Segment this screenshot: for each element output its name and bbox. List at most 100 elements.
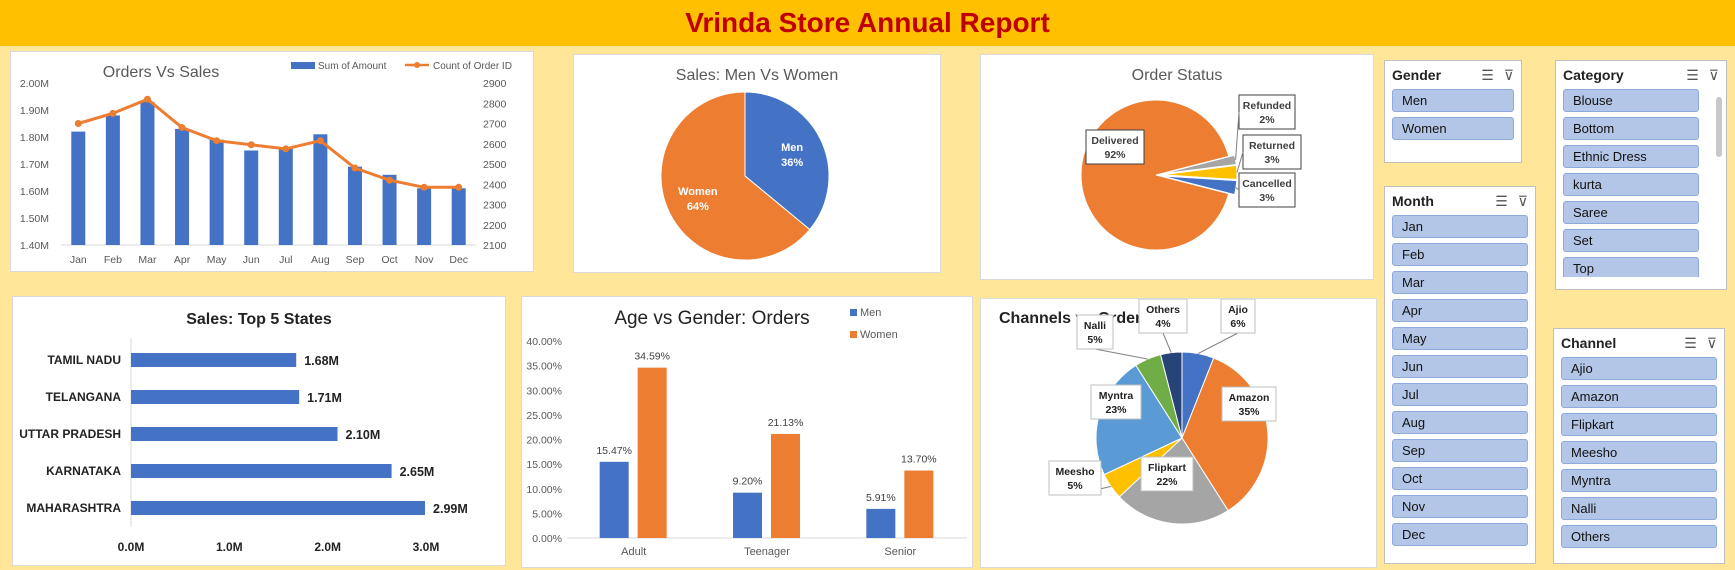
clear-filter-icon[interactable]: ⊽ xyxy=(1706,334,1717,351)
bar-value: 2.10M xyxy=(346,428,381,442)
x-axis-tick: May xyxy=(207,254,228,266)
bar-amount xyxy=(347,166,362,245)
slicer-item-meesho[interactable]: Meesho xyxy=(1561,441,1717,464)
channel-slicer[interactable]: Channel ☰ ⊽ Ajio Amazon Flipkart Meesho Myntr… xyxy=(1553,328,1725,564)
multiselect-icon[interactable]: ☰ xyxy=(1686,66,1699,83)
clear-filter-icon[interactable]: ⊽ xyxy=(1708,66,1719,83)
bar-state xyxy=(131,501,426,515)
callout-value: 23% xyxy=(1105,404,1127,416)
multiselect-icon[interactable]: ☰ xyxy=(1481,66,1494,83)
gender-slicer-header: Gender ☰ ⊽ xyxy=(1385,61,1521,89)
channels-chart[interactable]: Channels vs Orders Ajio 6% Amazon 35% Flipkar… xyxy=(980,298,1377,568)
slicer-item-flipkart[interactable]: Flipkart xyxy=(1561,413,1717,436)
slicer-item-top[interactable]: Top xyxy=(1563,257,1699,277)
y-axis-tick: 30.00% xyxy=(526,385,562,397)
clear-filter-icon[interactable]: ⊽ xyxy=(1503,66,1514,83)
y-axis-tick: 15.00% xyxy=(526,459,562,471)
order-status-chart[interactable]: Order Status Refunded 2% Returned 3% Cancelle… xyxy=(980,54,1374,280)
men-vs-women-chart[interactable]: Sales: Men Vs Women Men 36% Women 64% xyxy=(573,54,941,273)
chart-title: Channels vs Orders xyxy=(999,310,1150,327)
slicer-item-apr[interactable]: Apr xyxy=(1392,299,1528,322)
slicer-item-kurta[interactable]: kurta xyxy=(1563,173,1699,196)
month-slicer[interactable]: Month ☰ ⊽ Jan Feb Mar Apr May Jun Jul Aug Sep Oct N… xyxy=(1384,186,1536,564)
bar-amount xyxy=(244,150,259,245)
bar-value: 9.20% xyxy=(733,476,763,488)
x-axis-tick: Mar xyxy=(138,254,157,266)
y-axis-tick: 5.00% xyxy=(532,508,562,520)
slicer-item-set[interactable]: Set xyxy=(1563,229,1699,252)
slicer-item-blouse[interactable]: Blouse xyxy=(1563,89,1699,112)
category-scrollbar[interactable] xyxy=(1716,97,1722,157)
bar-women xyxy=(637,367,667,538)
slicer-item-bottom[interactable]: Bottom xyxy=(1563,117,1699,140)
slicer-item-may[interactable]: May xyxy=(1392,327,1528,350)
x-axis-tick: Feb xyxy=(104,254,122,266)
order-status-svg: Order Status Refunded 2% Returned 3% Cancelle… xyxy=(1080,67,1302,251)
left-axis-tick: 2.00M xyxy=(20,78,49,90)
x-axis-tick: Aug xyxy=(311,254,330,266)
slicer-item-others[interactable]: Others xyxy=(1561,525,1717,548)
slicer-item-oct[interactable]: Oct xyxy=(1392,467,1528,490)
x-axis-tick: Teenager xyxy=(744,546,790,558)
point-count xyxy=(316,137,324,145)
pie-label: Men xyxy=(781,142,803,154)
callout-value: 22% xyxy=(1156,476,1178,488)
x-axis-tick: 0.0M xyxy=(118,540,145,554)
slicer-item-sep[interactable]: Sep xyxy=(1392,439,1528,462)
slicer-item-amazon[interactable]: Amazon xyxy=(1561,385,1717,408)
report-title: Vrinda Store Annual Report xyxy=(685,7,1050,38)
bar-value: 5.91% xyxy=(866,492,896,504)
orders-vs-sales-chart[interactable]: Orders Vs Sales Sum of Amount Count of Ord… xyxy=(10,51,534,272)
slicer-item-feb[interactable]: Feb xyxy=(1392,243,1528,266)
slicer-item-men[interactable]: Men xyxy=(1392,89,1514,112)
leader-line xyxy=(1235,187,1240,191)
slicer-item-jul[interactable]: Jul xyxy=(1392,383,1528,406)
slicer-item-women[interactable]: Women xyxy=(1392,117,1514,140)
legend-swatch-men xyxy=(850,309,857,316)
callout-label: Returned xyxy=(1249,140,1295,152)
slicer-item-dec[interactable]: Dec xyxy=(1392,523,1528,546)
bar-amount xyxy=(175,128,190,245)
callout-label: Myntra xyxy=(1099,390,1134,402)
callout-box xyxy=(1048,460,1102,496)
report-title-bar: Vrinda Store Annual Report xyxy=(0,0,1735,46)
state-label: TELANGANA xyxy=(46,390,122,404)
top-states-chart[interactable]: Sales: Top 5 States TAMIL NADU 1.68M TELANG… xyxy=(12,296,506,566)
leader-line xyxy=(1235,111,1240,160)
state-label: MAHARASHTRA xyxy=(26,501,121,515)
bar-amount xyxy=(382,174,397,245)
y-axis-tick: 25.00% xyxy=(526,410,562,422)
right-axis-tick: 2600 xyxy=(483,139,507,151)
left-axis-tick: 1.70M xyxy=(20,159,49,171)
slicer-item-ajio[interactable]: Ajio xyxy=(1561,357,1717,380)
bar-state xyxy=(131,390,300,404)
slicer-item-mar[interactable]: Mar xyxy=(1392,271,1528,294)
slicer-item-saree[interactable]: Saree xyxy=(1563,201,1699,224)
category-slicer[interactable]: Category ☰ ⊽ Blouse Bottom Ethnic Dress kurt… xyxy=(1555,60,1727,290)
slicer-item-jan[interactable]: Jan xyxy=(1392,215,1528,238)
slicer-item-nov[interactable]: Nov xyxy=(1392,495,1528,518)
slicer-item-aug[interactable]: Aug xyxy=(1392,411,1528,434)
bar-men xyxy=(599,461,629,538)
callout-label: Nalli xyxy=(1084,320,1106,332)
month-slicer-title: Month xyxy=(1392,193,1434,209)
left-axis-tick: 1.40M xyxy=(20,240,49,252)
line-count xyxy=(77,97,459,189)
callout-label: Refunded xyxy=(1243,100,1291,112)
multiselect-icon[interactable]: ☰ xyxy=(1495,192,1508,209)
pie-slice-men xyxy=(744,91,830,231)
y-axis-tick: 20.00% xyxy=(526,435,562,447)
slicer-item-nalli[interactable]: Nalli xyxy=(1561,497,1717,520)
slicer-item-myntra[interactable]: Myntra xyxy=(1561,469,1717,492)
slicer-item-jun[interactable]: Jun xyxy=(1392,355,1528,378)
slicer-item-ethnic-dress[interactable]: Ethnic Dress xyxy=(1563,145,1699,168)
month-slicer-header: Month ☰ ⊽ xyxy=(1385,187,1535,215)
gender-slicer[interactable]: Gender ☰ ⊽ Men Women xyxy=(1384,60,1522,163)
right-axis-tick: 2800 xyxy=(483,98,507,110)
state-label: UTTAR PRADESH xyxy=(19,427,121,441)
x-axis-tick: Oct xyxy=(381,254,397,266)
clear-filter-icon[interactable]: ⊽ xyxy=(1517,192,1528,209)
age-gender-chart[interactable]: Age vs Gender: Orders Men Women 40.00% 35.00… xyxy=(521,296,973,568)
callout-label: Meesho xyxy=(1055,466,1094,478)
multiselect-icon[interactable]: ☰ xyxy=(1684,334,1697,351)
